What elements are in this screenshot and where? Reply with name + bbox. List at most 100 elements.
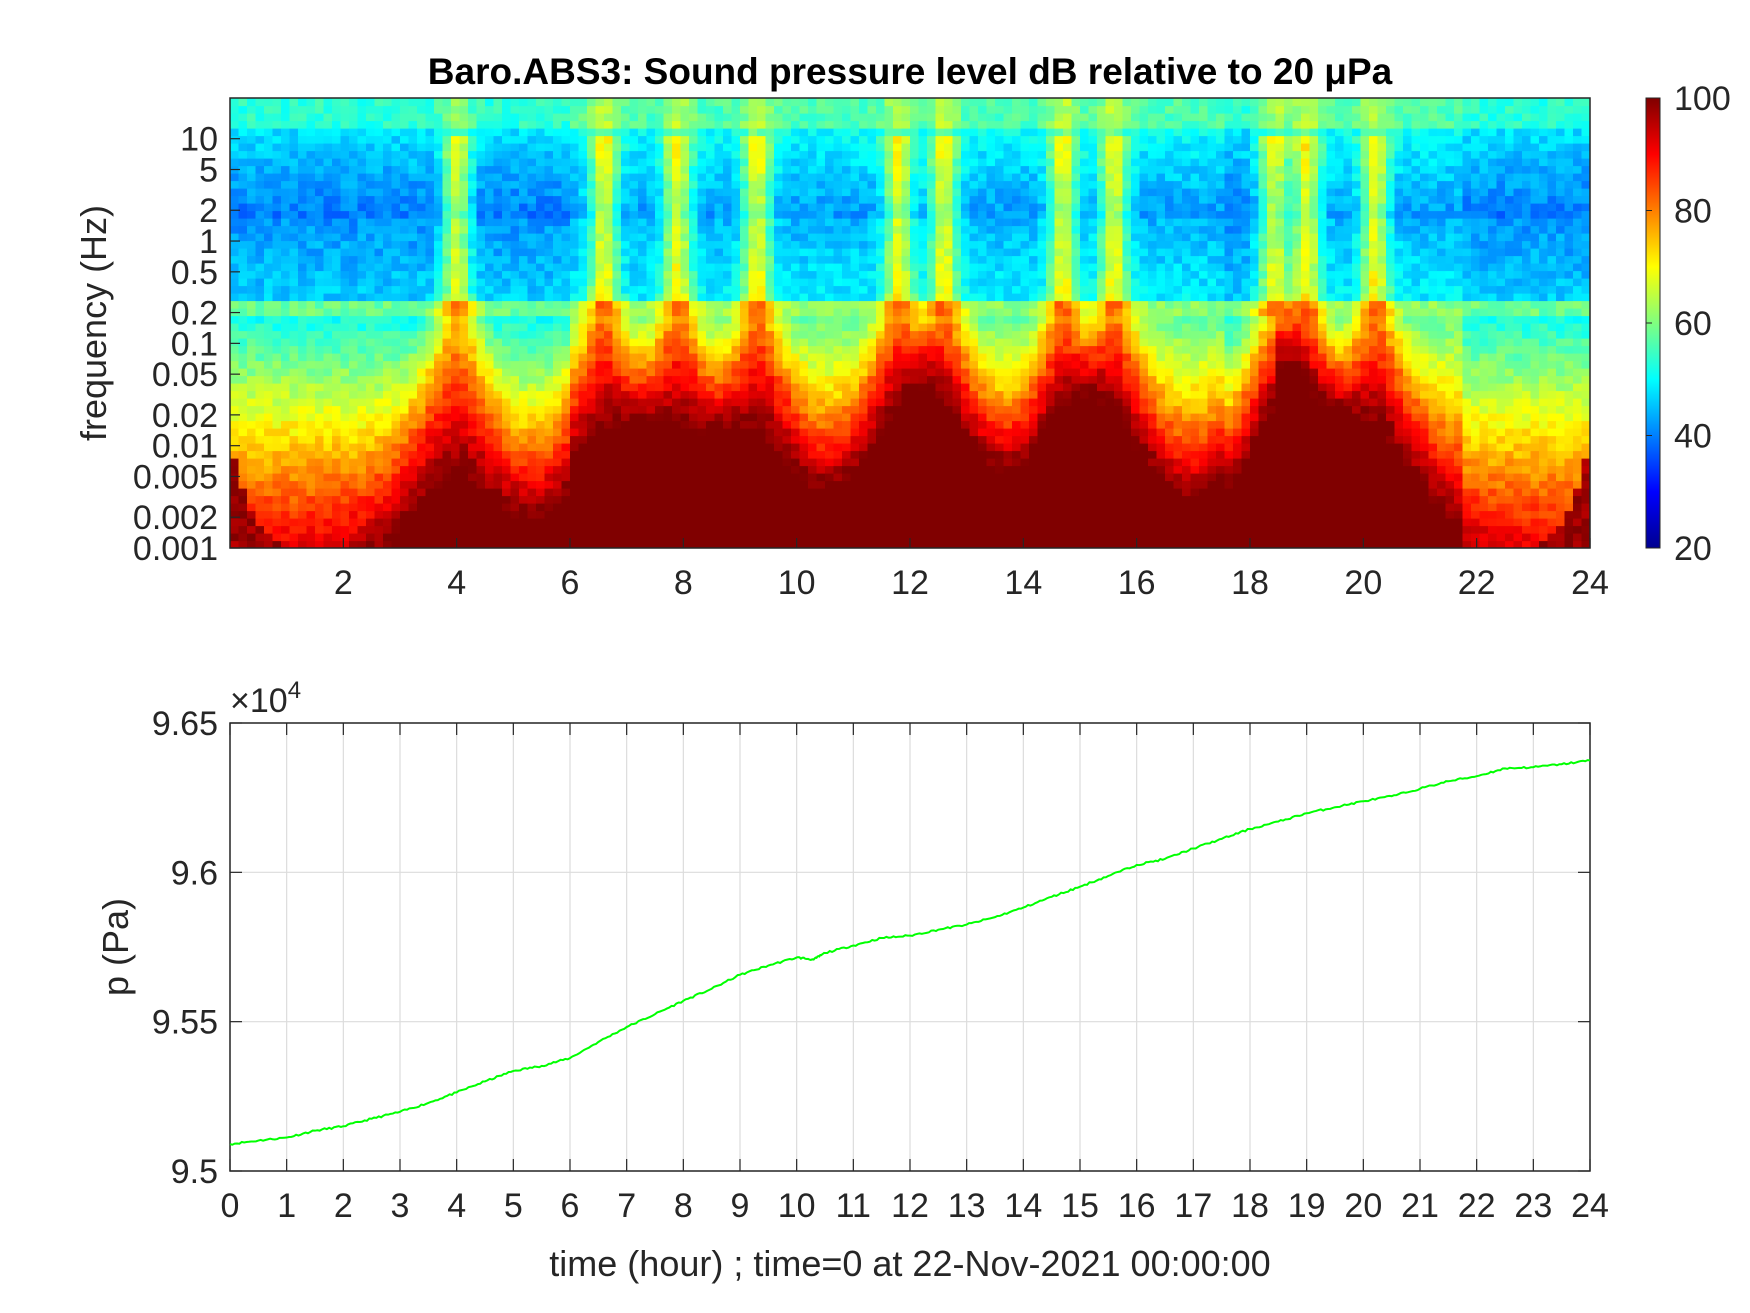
- heatmap-cell: [349, 225, 359, 234]
- heatmap-cell: [578, 225, 588, 234]
- heatmap-cell: [374, 225, 384, 234]
- heatmap-cell: [808, 98, 818, 107]
- heatmap-cell: [680, 195, 690, 204]
- heatmap-cell: [323, 473, 333, 482]
- heatmap-cell: [442, 285, 452, 294]
- heatmap-cell: [553, 203, 563, 212]
- heatmap-cell: [425, 218, 435, 227]
- heatmap-cell: [680, 353, 690, 362]
- heatmap-cell: [493, 255, 503, 264]
- heatmap-cell: [374, 353, 384, 362]
- heatmap-cell: [544, 458, 554, 467]
- heatmap-cell: [476, 248, 486, 257]
- heatmap-cell: [502, 263, 512, 272]
- heatmap-cell: [731, 480, 741, 489]
- heatmap-cell: [774, 435, 784, 444]
- heatmap-cell: [765, 368, 775, 377]
- heatmap-cell: [357, 360, 367, 369]
- heatmap-cell: [859, 420, 869, 429]
- heatmap-cell: [799, 338, 809, 347]
- heatmap-cell: [502, 240, 512, 249]
- heatmap-cell: [629, 248, 639, 257]
- heatmap-cell: [247, 143, 257, 152]
- heatmap-cell: [315, 143, 325, 152]
- heatmap-cell: [748, 330, 758, 339]
- heatmap-cell: [638, 413, 648, 422]
- heatmap-cell: [264, 300, 274, 309]
- heatmap-cell: [791, 323, 801, 332]
- heatmap-cell: [935, 465, 945, 474]
- heatmap-cell: [340, 255, 350, 264]
- heatmap-cell: [765, 150, 775, 159]
- heatmap-cell: [604, 428, 614, 437]
- heatmap-cell: [247, 225, 257, 234]
- heatmap-cell: [867, 270, 877, 279]
- heatmap-cell: [604, 150, 614, 159]
- heatmap-cell: [374, 525, 384, 534]
- heatmap-cell: [391, 510, 401, 519]
- heatmap-cell: [825, 510, 835, 519]
- heatmap-cell: [255, 518, 265, 527]
- heatmap-cell: [859, 173, 869, 182]
- heatmap-cell: [689, 383, 699, 392]
- heatmap-cell: [918, 428, 928, 437]
- heatmap-cell: [578, 165, 588, 174]
- heatmap-cell: [527, 128, 537, 137]
- heatmap-cell: [400, 495, 410, 504]
- heatmap-cell: [255, 225, 265, 234]
- heatmap-cell: [459, 413, 469, 422]
- heatmap-cell: [655, 210, 665, 219]
- heatmap-cell: [264, 120, 274, 129]
- heatmap-cell: [306, 510, 316, 519]
- heatmap-cell: [281, 405, 291, 414]
- heatmap-cell: [808, 338, 818, 347]
- heatmap-cell: [765, 413, 775, 422]
- heatmap-cell: [604, 353, 614, 362]
- heatmap-cell: [638, 255, 648, 264]
- heatmap-cell: [621, 375, 631, 384]
- heatmap-cell: [655, 473, 665, 482]
- heatmap-cell: [808, 345, 818, 354]
- heatmap-cell: [349, 98, 359, 107]
- heatmap-cell: [527, 210, 537, 219]
- heatmap-cell: [544, 480, 554, 489]
- heatmap-cell: [425, 435, 435, 444]
- heatmap-cell: [689, 480, 699, 489]
- heatmap-cell: [374, 540, 384, 548]
- heatmap-cell: [502, 473, 512, 482]
- heatmap-cell: [298, 360, 308, 369]
- heatmap-cell: [621, 300, 631, 309]
- heatmap-cell: [451, 450, 461, 459]
- heatmap-cell: [374, 293, 384, 302]
- heatmap-cell: [510, 300, 520, 309]
- heatmap-cell: [901, 210, 911, 219]
- heatmap-cell: [876, 240, 886, 249]
- heatmap-cell: [374, 488, 384, 497]
- heatmap-cell: [238, 458, 248, 467]
- heatmap-cell: [714, 360, 724, 369]
- heatmap-cell: [451, 360, 461, 369]
- heatmap-cell: [723, 338, 733, 347]
- heatmap-cell: [451, 443, 461, 452]
- heatmap-cell: [349, 315, 359, 324]
- heatmap-cell: [400, 150, 410, 159]
- heatmap-cell: [689, 405, 699, 414]
- heatmap-cell: [400, 450, 410, 459]
- heatmap-cell: [723, 293, 733, 302]
- heatmap-cell: [425, 240, 435, 249]
- heatmap-cell: [757, 503, 767, 512]
- heatmap-cell: [323, 278, 333, 287]
- heatmap-cell: [833, 233, 843, 242]
- heatmap-cell: [910, 540, 920, 548]
- heatmap-cell: [281, 263, 291, 272]
- heatmap-cell: [408, 135, 418, 144]
- heatmap-cell: [281, 150, 291, 159]
- heatmap-cell: [468, 405, 478, 414]
- heatmap-cell: [791, 150, 801, 159]
- heatmap-cell: [527, 413, 537, 422]
- heatmap-cell: [510, 113, 520, 122]
- heatmap-cell: [519, 480, 529, 489]
- heatmap-cell: [340, 375, 350, 384]
- heatmap-cell: [383, 420, 393, 429]
- heatmap-cell: [323, 338, 333, 347]
